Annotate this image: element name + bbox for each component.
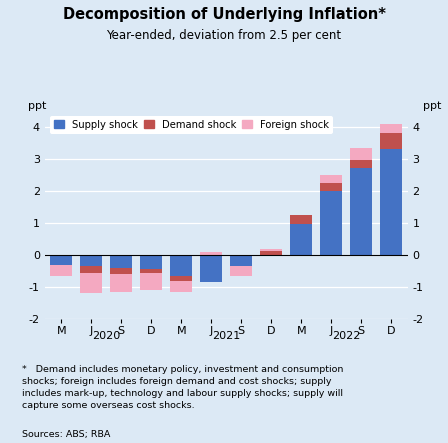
Text: Decomposition of Underlying Inflation*: Decomposition of Underlying Inflation* xyxy=(63,7,385,22)
Bar xyxy=(290,215,312,225)
Bar xyxy=(141,255,162,269)
Text: Year-ended, deviation from 2.5 per cent: Year-ended, deviation from 2.5 per cent xyxy=(107,29,341,42)
Bar xyxy=(260,249,282,251)
Bar xyxy=(320,175,342,183)
Bar xyxy=(230,266,252,276)
Bar xyxy=(141,269,162,272)
Bar xyxy=(170,276,192,280)
Bar xyxy=(51,255,72,264)
Bar xyxy=(380,149,402,255)
Text: 2021: 2021 xyxy=(212,331,241,341)
Text: *   Demand includes monetary policy, investment and consumption
shocks; foreign : * Demand includes monetary policy, inves… xyxy=(22,365,344,410)
Text: ppt: ppt xyxy=(422,101,441,111)
Bar xyxy=(170,255,192,276)
Bar xyxy=(260,251,282,255)
Bar xyxy=(81,266,102,272)
Bar xyxy=(230,255,252,266)
Text: Sources: ABS; RBA: Sources: ABS; RBA xyxy=(22,430,111,439)
Bar xyxy=(141,272,162,290)
Bar xyxy=(320,191,342,255)
Bar xyxy=(111,255,132,268)
Legend: Supply shock, Demand shock, Foreign shock: Supply shock, Demand shock, Foreign shoc… xyxy=(50,116,333,134)
Bar xyxy=(380,133,402,149)
Bar xyxy=(350,168,372,255)
Bar xyxy=(81,255,102,266)
Bar xyxy=(81,272,102,293)
Bar xyxy=(51,264,72,276)
Text: 2022: 2022 xyxy=(332,331,360,341)
Bar xyxy=(200,255,222,282)
Bar xyxy=(170,280,192,292)
Bar xyxy=(320,183,342,191)
Bar xyxy=(200,252,222,255)
Bar xyxy=(111,268,132,274)
Text: 2020: 2020 xyxy=(92,331,121,341)
Bar xyxy=(350,148,372,160)
Bar xyxy=(350,160,372,168)
Bar xyxy=(290,225,312,255)
Bar xyxy=(111,274,132,292)
Text: ppt: ppt xyxy=(28,101,46,111)
Bar xyxy=(380,124,402,133)
